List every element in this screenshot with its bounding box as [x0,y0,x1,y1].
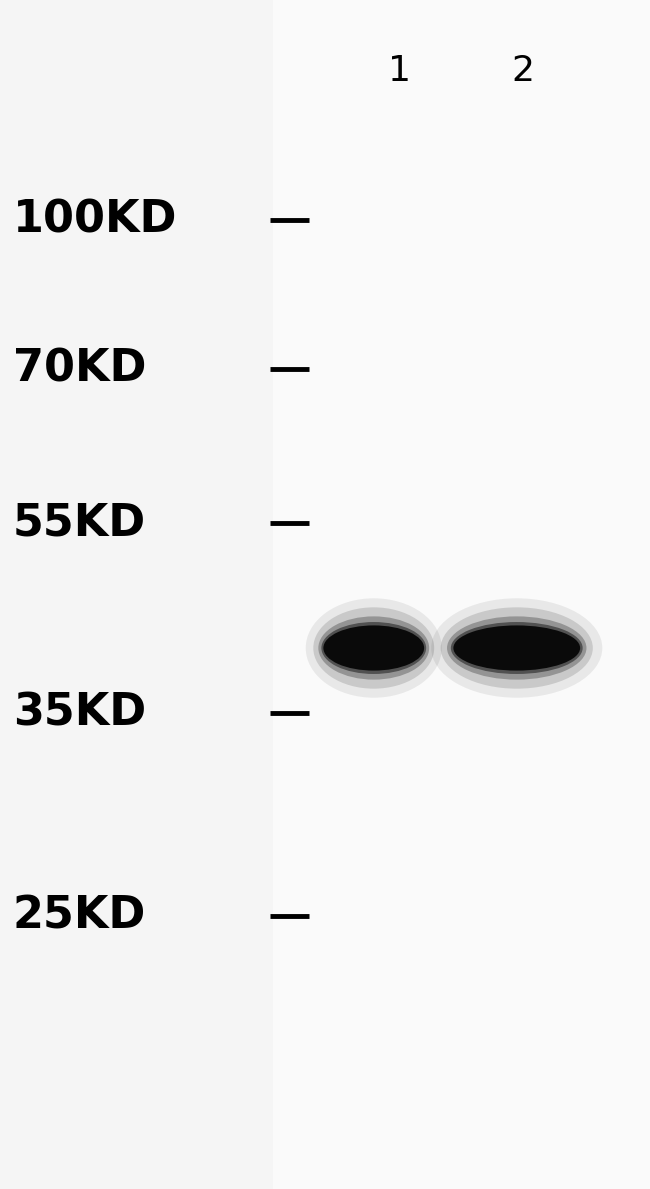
Ellipse shape [321,622,426,674]
Text: 1: 1 [388,54,411,88]
Text: 25KD: 25KD [13,894,146,937]
Text: 55KD: 55KD [13,502,146,545]
Text: 2: 2 [512,54,535,88]
Ellipse shape [447,616,586,680]
Bar [273,0,650,1189]
Ellipse shape [323,625,424,671]
Ellipse shape [313,608,434,688]
Ellipse shape [454,625,580,671]
Text: 35KD: 35KD [13,692,146,735]
Ellipse shape [441,608,593,688]
Bar [0,0,273,1189]
Text: 70KD: 70KD [13,347,146,390]
Ellipse shape [431,598,603,698]
Ellipse shape [306,598,442,698]
Text: 100KD: 100KD [13,199,177,241]
Ellipse shape [318,616,429,680]
Ellipse shape [451,622,582,674]
